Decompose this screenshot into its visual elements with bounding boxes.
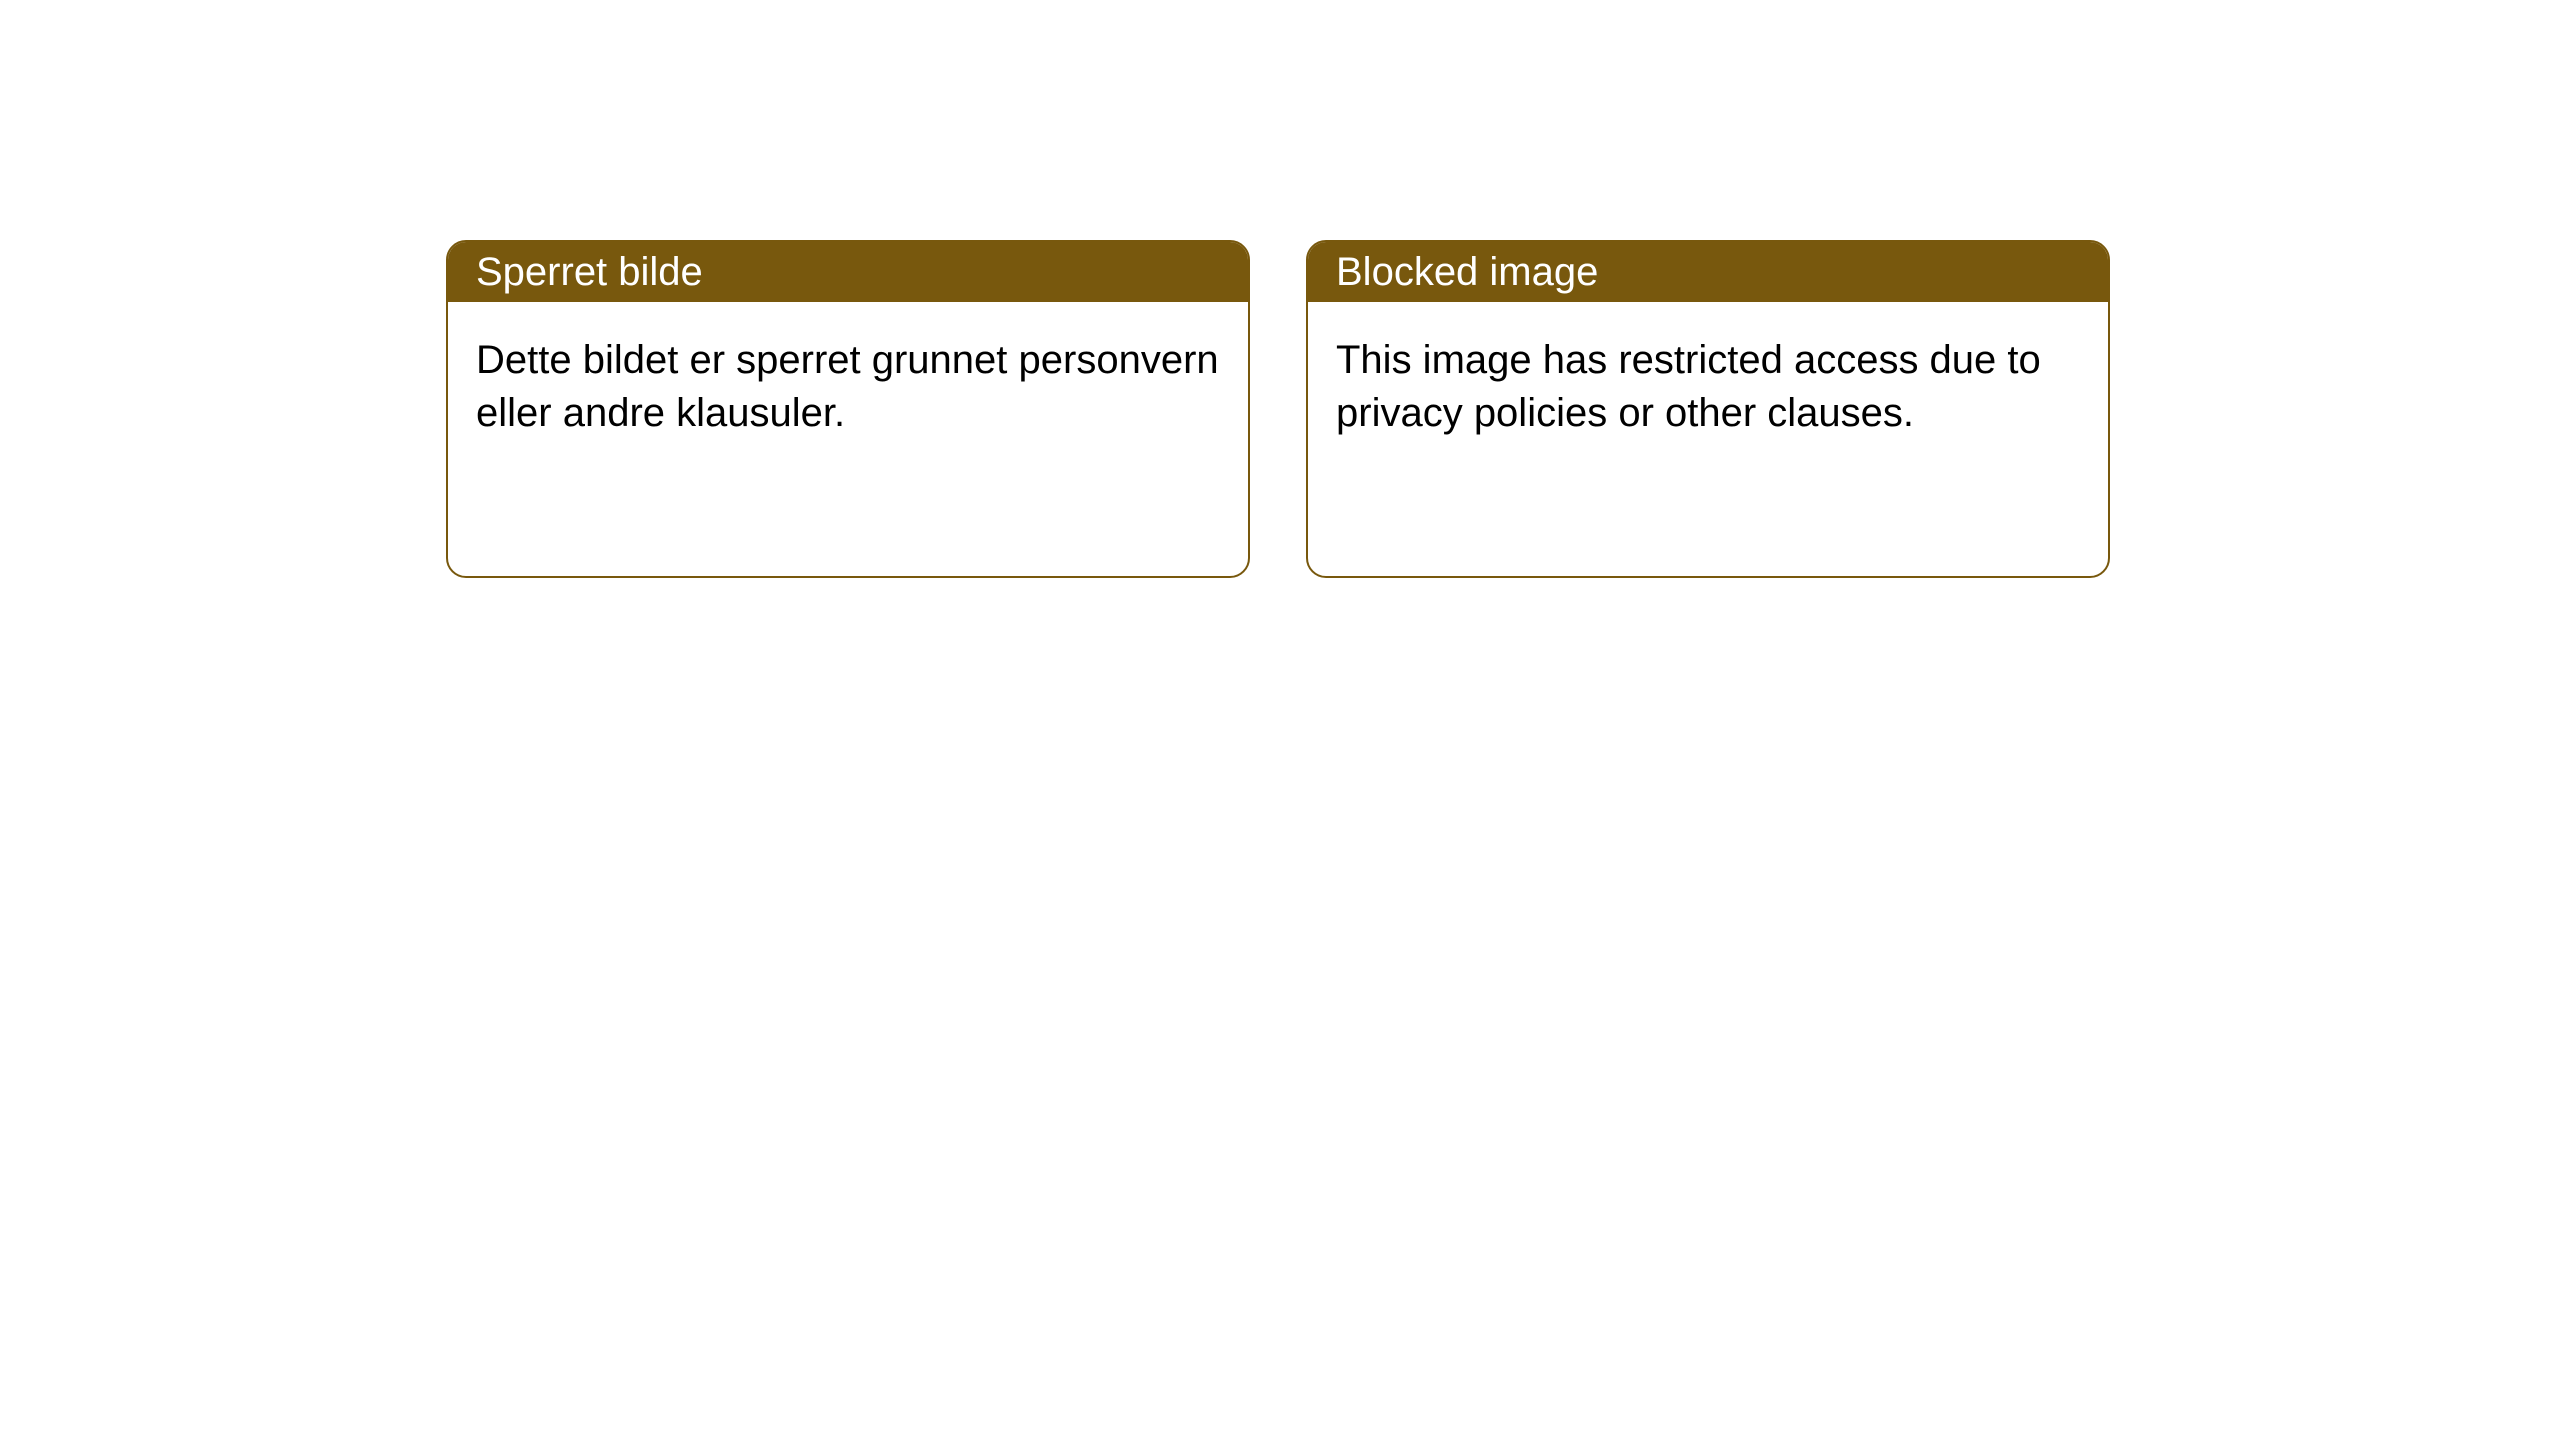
card-title-no: Sperret bilde [476, 248, 703, 296]
card-body-text-no: Dette bildet er sperret grunnet personve… [476, 338, 1219, 435]
blocked-image-card-no: Sperret bilde Dette bildet er sperret gr… [446, 240, 1250, 578]
card-title-en: Blocked image [1336, 248, 1598, 296]
card-body-no: Dette bildet er sperret grunnet personve… [448, 302, 1248, 472]
card-body-en: This image has restricted access due to … [1308, 302, 2108, 472]
cards-container: Sperret bilde Dette bildet er sperret gr… [0, 0, 2560, 578]
blocked-image-card-en: Blocked image This image has restricted … [1306, 240, 2110, 578]
card-header-en: Blocked image [1308, 242, 2108, 302]
card-header-no: Sperret bilde [448, 242, 1248, 302]
card-body-text-en: This image has restricted access due to … [1336, 338, 2041, 435]
